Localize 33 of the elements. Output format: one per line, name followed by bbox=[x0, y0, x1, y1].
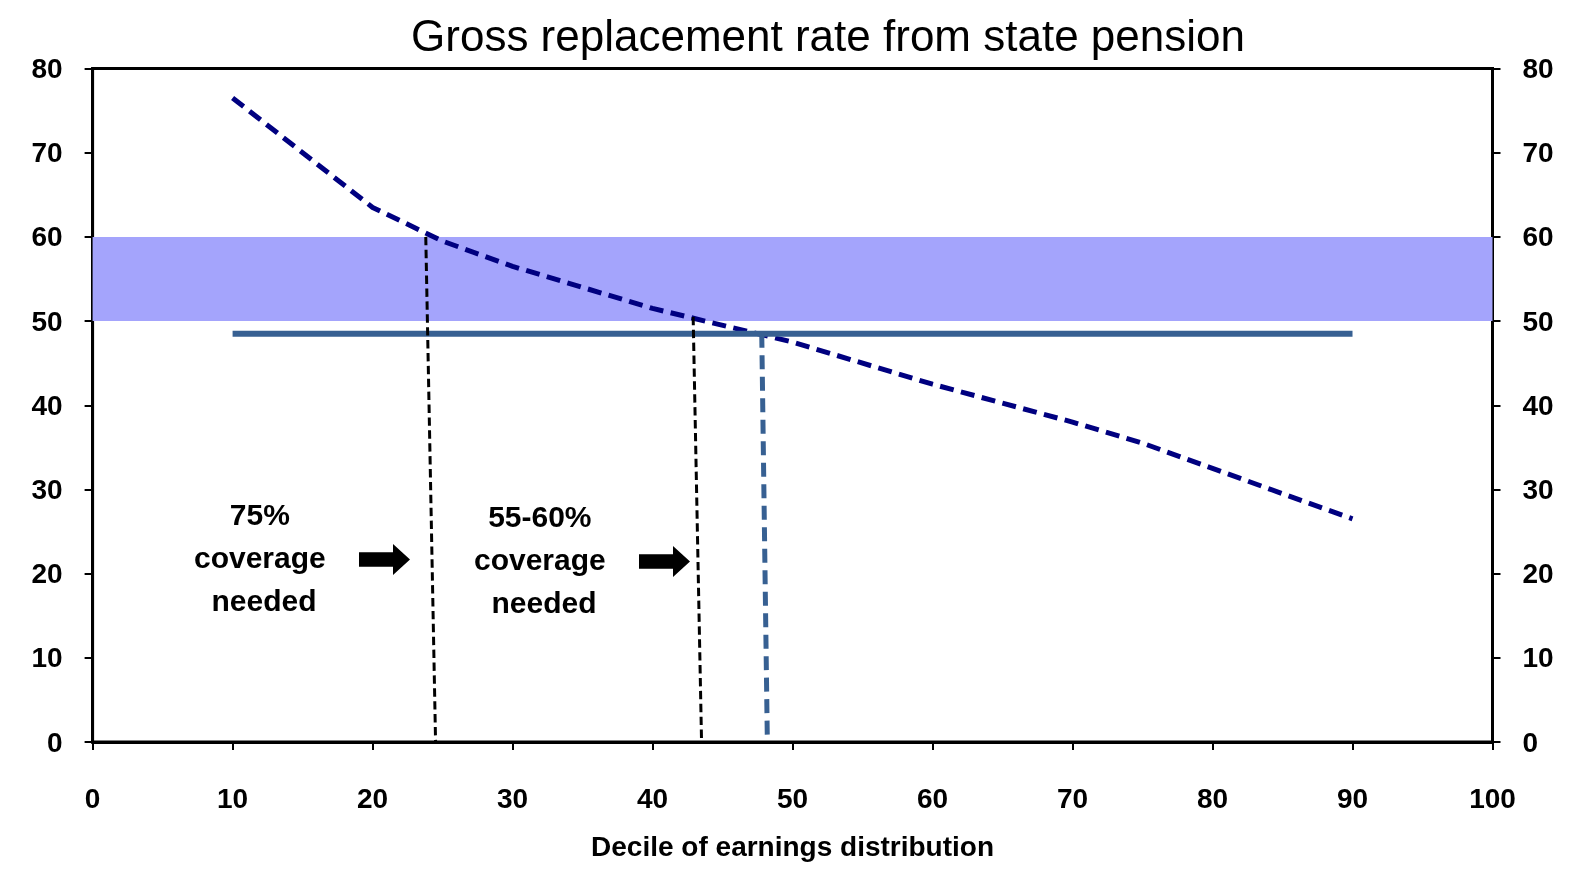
x-tick-label: 50 bbox=[776, 782, 809, 814]
y2-tick-label: 10 bbox=[1522, 642, 1554, 674]
y-tick-label: 20 bbox=[31, 558, 63, 590]
x-tick-label: 90 bbox=[1336, 782, 1369, 814]
y2-tick-label: 60 bbox=[1522, 221, 1554, 253]
x-tick-label: 30 bbox=[496, 782, 529, 814]
annotation: 75% coverage needed bbox=[193, 497, 335, 617]
chart-title: Gross replacement rate from state pension bbox=[411, 10, 1245, 60]
y-tick-label: 80 bbox=[31, 53, 63, 84]
x-tick-label: 80 bbox=[1196, 782, 1229, 814]
y2-tick-label: 20 bbox=[1522, 558, 1554, 590]
y2-tick-label: 40 bbox=[1522, 389, 1554, 421]
x-tick-label: 40 bbox=[636, 782, 669, 814]
y-tick-label: 60 bbox=[31, 221, 63, 253]
y-tick-label: 50 bbox=[31, 305, 63, 337]
y-tick-label: 30 bbox=[31, 473, 63, 505]
y2-tick-label: 80 bbox=[1522, 53, 1554, 84]
y-tick-label: 10 bbox=[31, 642, 63, 674]
x-tick-label: 10 bbox=[217, 782, 249, 814]
x-axis-title: Decile of earnings distribution bbox=[591, 830, 995, 862]
y-tick-label: 0 bbox=[47, 726, 63, 758]
x-tick-label: 60 bbox=[916, 782, 949, 814]
y2-tick-label: 70 bbox=[1522, 137, 1554, 169]
x-tick-label: 100 bbox=[1469, 782, 1516, 814]
y2-tick-label: 0 bbox=[1522, 726, 1539, 758]
x-tick-label: 70 bbox=[1056, 782, 1089, 814]
y-tick-label: 40 bbox=[31, 389, 63, 421]
y2-tick-label: 50 bbox=[1522, 305, 1554, 337]
annotation: 55-60% coverage needed bbox=[473, 499, 615, 619]
y-tick-label: 70 bbox=[31, 137, 63, 169]
y2-tick-label: 30 bbox=[1522, 473, 1554, 505]
x-tick-label: 0 bbox=[84, 782, 101, 814]
x-tick-label: 20 bbox=[357, 782, 389, 814]
